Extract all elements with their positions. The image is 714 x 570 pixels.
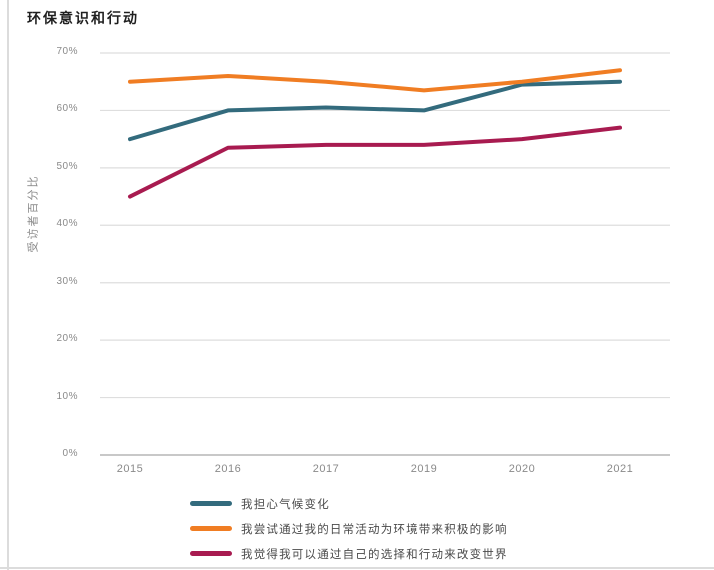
y-tick-label: 40% bbox=[56, 218, 78, 230]
x-tick-label: 2016 bbox=[214, 463, 242, 475]
legend-item: 我觉得我可以通过自己的选择和行动来改变世界 bbox=[190, 541, 508, 566]
y-tick-label: 60% bbox=[56, 103, 78, 115]
x-tick-label: 2019 bbox=[410, 463, 438, 475]
series-line bbox=[128, 79, 622, 142]
legend-swatch bbox=[190, 526, 232, 531]
legend-item: 我担心气候变化 bbox=[190, 491, 508, 516]
legend-label: 我觉得我可以通过自己的选择和行动来改变世界 bbox=[241, 548, 508, 561]
y-tick-label: 50% bbox=[56, 160, 78, 172]
legend-swatch bbox=[190, 551, 232, 556]
page-edge-left bbox=[7, 0, 9, 570]
series-line bbox=[128, 68, 622, 93]
chart-legend: 我担心气候变化我尝试通过我的日常活动为环境带来积极的影响 我觉得我可以通过自己的选… bbox=[190, 491, 508, 566]
y-tick-label: 20% bbox=[56, 333, 78, 345]
legend-label: 我担心气候变化 bbox=[241, 498, 330, 511]
x-tick-label: 2017 bbox=[312, 463, 340, 475]
legend-swatch bbox=[190, 501, 232, 506]
legend-item: 我尝试通过我的日常活动为环境带来积极的影响 bbox=[190, 516, 508, 541]
x-tick-label: 2021 bbox=[606, 463, 634, 475]
legend-label: 我尝试通过我的日常活动为环境带来积极的影响 bbox=[241, 523, 508, 536]
x-tick-label: 2015 bbox=[116, 463, 144, 475]
series-line bbox=[128, 125, 622, 199]
chart-title: 环保意识和行动 bbox=[27, 10, 139, 26]
y-tick-label: 70% bbox=[56, 46, 78, 57]
y-tick-label: 0% bbox=[62, 448, 78, 459]
y-tick-label: 30% bbox=[56, 275, 78, 287]
y-tick-label: 10% bbox=[56, 390, 78, 402]
x-tick-label: 2020 bbox=[508, 463, 536, 475]
page-edge-bottom bbox=[0, 567, 714, 569]
